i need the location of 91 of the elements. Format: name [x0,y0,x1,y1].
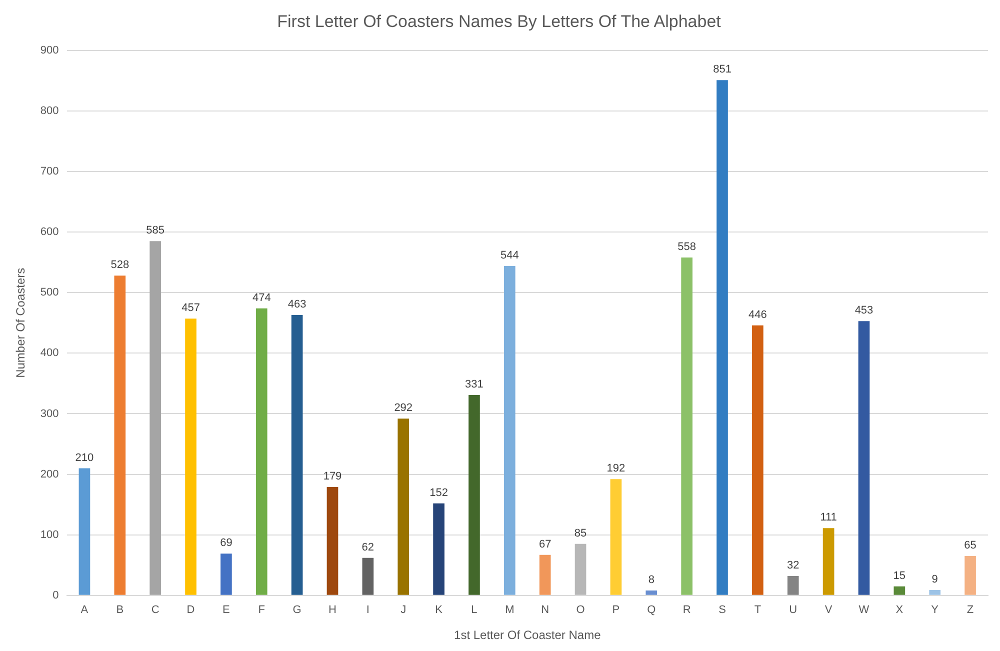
bar [220,554,232,595]
x-tick-label: C [151,604,160,616]
y-tick-label: 200 [40,468,59,480]
data-label: 851 [713,64,732,76]
data-label: 210 [75,452,94,464]
y-tick-label: 600 [40,226,59,238]
data-label: 67 [538,538,552,550]
x-tick-label: Q [647,604,656,616]
x-tick-label: N [541,604,550,616]
bar [362,558,374,595]
data-label: 15 [893,570,906,582]
x-tick-label: R [682,604,691,616]
data-label: 65 [964,540,976,552]
data-label: 558 [678,241,696,254]
bar [78,468,90,595]
data-label: 192 [606,462,626,475]
y-axis-title: Number Of Coasters [14,268,28,378]
x-tick-label: L [471,604,478,616]
x-tick-label: X [896,604,904,616]
data-label: 111 [820,512,837,524]
data-label: 9 [932,573,938,586]
y-tick-label: 0 [52,589,59,602]
bar [787,576,799,595]
x-tick-label: V [824,604,833,616]
bar [752,325,764,595]
bar [716,80,728,595]
data-label: 292 [394,402,413,414]
data-label: 528 [110,259,130,272]
bar [964,556,976,595]
bar [574,544,586,595]
x-tick-label: P [612,604,620,616]
data-label: 446 [748,308,767,321]
x-tick-label: M [505,604,514,616]
y-tick-label: 900 [40,44,59,56]
data-label: 544 [500,250,519,262]
data-label: 152 [430,486,448,499]
x-tick-label: J [400,604,406,616]
x-tick-label: O [576,604,586,616]
bar [256,308,268,595]
x-tick-label: U [789,604,798,616]
y-tick-label: 100 [40,528,59,541]
bar [610,479,622,595]
bar [114,276,126,595]
bar [398,418,410,595]
bar [681,258,692,595]
data-label: 179 [323,470,342,483]
data-label: 62 [362,541,374,554]
x-tick-label: F [258,604,266,616]
bar [504,266,516,595]
bar [822,528,834,595]
bar [468,394,480,595]
data-label: 8 [648,574,654,586]
bar [539,554,551,595]
chart-title: First Letter Of Coasters Names By Letters Of The Alphabet [277,12,722,31]
y-tick-label: 500 [40,286,59,299]
y-tick-label: 800 [40,104,59,117]
x-tick-label: I [366,604,370,616]
bar [894,586,906,595]
x-tick-label: H [328,604,337,616]
bar [291,315,303,595]
bar [150,241,162,595]
x-tick-label: Z [966,604,974,616]
x-tick-label: S [718,604,726,616]
bar [433,503,444,595]
data-label: 585 [146,224,165,237]
data-label: 474 [252,292,271,304]
x-tick-label: T [754,604,762,616]
bar [858,321,870,595]
x-tick-label: Y [931,604,940,616]
data-label: 331 [465,378,484,390]
x-tick-label: A [80,604,89,616]
x-tick-label: D [186,604,195,616]
data-label: 463 [288,298,306,311]
y-tick-label: 400 [40,347,59,360]
data-label: 457 [182,302,200,314]
x-tick-label: E [222,604,230,616]
x-tick-label: K [435,604,444,616]
x-tick-label: B [116,604,124,616]
y-tick-label: 300 [40,408,59,420]
bar [646,590,658,595]
x-tick-label: G [292,604,302,616]
data-label: 32 [786,560,800,572]
data-label: 69 [220,537,232,550]
bar [929,590,941,595]
x-axis-title: 1st Letter Of Coaster Name [454,628,602,642]
bar [185,318,196,595]
y-tick-label: 700 [40,166,59,178]
data-label: 85 [574,527,587,540]
data-label: 453 [854,304,874,317]
bar [326,487,338,595]
x-tick-label: W [858,604,870,616]
